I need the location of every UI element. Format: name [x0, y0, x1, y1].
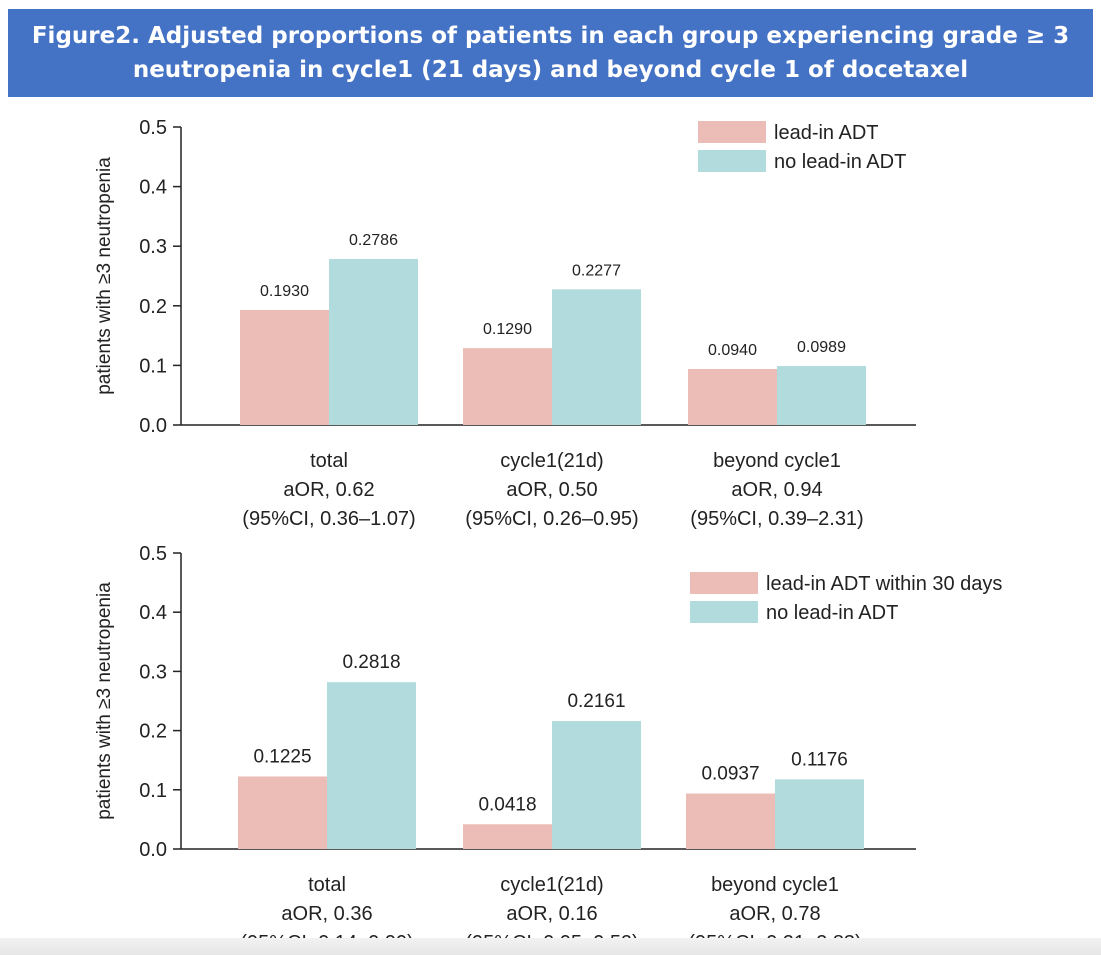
top-x-category-label: cycle1(21d) — [500, 450, 603, 472]
top-bar — [329, 258, 418, 425]
bottom-x-category-label: total — [308, 874, 346, 896]
bottom-y-tick-label: 0.5 — [139, 543, 167, 565]
bottom-edge-shade — [0, 938, 1101, 955]
bottom-legend-swatch — [690, 572, 758, 594]
bottom-x-category-label: (95%CI, 0.05–0.52) — [465, 932, 638, 938]
bottom-y-tick-label: 0.1 — [139, 780, 167, 802]
bottom-bar-value-label: 0.0418 — [478, 794, 536, 815]
top-x-category-label: aOR, 0.94 — [731, 479, 822, 501]
top-bar — [688, 368, 777, 425]
bottom-bar-value-label: 0.1225 — [253, 746, 311, 767]
chart-bottom: patients with ≥3 neutropenia 0.0 0.1 0.2 0.3… — [94, 543, 1002, 938]
bottom-x-category-label: cycle1(21d) — [500, 874, 603, 896]
top-y-tick-label: 0.3 — [139, 236, 167, 258]
bottom-bar — [552, 721, 641, 849]
bottom-x-category-label: aOR, 0.36 — [281, 903, 372, 925]
top-x-category-label: (95%CI, 0.36–1.07) — [242, 508, 415, 530]
bottom-x-category-label: aOR, 0.16 — [506, 903, 597, 925]
figure-title-line-1: Figure2. Adjusted proportions of patient… — [31, 23, 1070, 49]
top-x-category-label: beyond cycle1 — [713, 450, 841, 472]
top-bar — [463, 348, 552, 425]
bottom-bar-value-label: 0.2161 — [567, 691, 625, 712]
top-legend-label: lead-in ADT — [774, 122, 879, 144]
bottom-bar — [686, 793, 775, 849]
top-bar-value-label: 0.1930 — [260, 283, 309, 300]
bottom-bar — [463, 824, 552, 849]
bottom-legend-label: no lead-in ADT — [766, 602, 898, 624]
bottom-bar-value-label: 0.0937 — [701, 764, 759, 785]
bottom-x-category-label: (95%CI, 0.14–0.90) — [240, 932, 413, 938]
top-bar — [552, 289, 641, 425]
bottom-bar-value-label: 0.1176 — [791, 749, 848, 770]
top-bar — [777, 366, 866, 425]
top-y-tick-label: 0.5 — [139, 117, 167, 139]
bottom-legend-swatch — [690, 601, 758, 623]
top-x-category-label: (95%CI, 0.26–0.95) — [465, 508, 638, 530]
top-y-axis-label: patients with ≥3 neutropenia — [94, 157, 115, 395]
top-bar-value-label: 0.0940 — [708, 342, 757, 359]
bottom-y-tick-label: 0.3 — [139, 661, 167, 683]
top-x-category-label: (95%CI, 0.39–2.31) — [690, 508, 863, 530]
top-bar — [240, 309, 329, 425]
top-y-tick-label: 0.1 — [139, 355, 167, 377]
top-y-tick-label: 0.2 — [139, 296, 167, 318]
bottom-bar — [327, 682, 416, 849]
bottom-y-tick-label: 0.4 — [139, 602, 167, 624]
top-x-category-label: aOR, 0.62 — [283, 479, 374, 501]
bottom-y-tick-label: 0.2 — [139, 721, 167, 743]
top-legend-swatch — [698, 121, 766, 143]
bottom-bar — [238, 776, 327, 849]
top-y-tick-label: 0.4 — [139, 177, 167, 199]
figure-title-banner: Figure2. Adjusted proportions of patient… — [8, 9, 1093, 97]
bottom-x-category-label: (95%CI, 0.21–2.83) — [688, 932, 861, 938]
top-y-tick-label: 0.0 — [139, 415, 167, 437]
bottom-y-axis-label: patients with ≥3 neutropenia — [94, 582, 115, 820]
top-legend-swatch — [698, 150, 766, 172]
bottom-x-category-label: beyond cycle1 — [711, 874, 839, 896]
chart-top: patients with ≥3 neutropenia 0.0 0.1 0.2 0.3… — [94, 117, 916, 530]
bottom-y-tick-label: 0.0 — [139, 839, 167, 861]
top-legend-label: no lead-in ADT — [774, 151, 906, 173]
top-bar-value-label: 0.1290 — [483, 321, 532, 338]
bottom-bar — [775, 779, 864, 849]
bottom-bar-value-label: 0.2818 — [342, 652, 400, 673]
figure-title-line-2: neutropenia in cycle1 (21 days) and beyo… — [132, 57, 969, 83]
bottom-x-category-label: aOR, 0.78 — [729, 903, 820, 925]
top-bar-value-label: 0.2786 — [349, 232, 398, 249]
top-x-category-label: total — [310, 450, 348, 472]
top-bar-value-label: 0.0989 — [797, 339, 846, 356]
top-x-category-label: aOR, 0.50 — [506, 479, 597, 501]
top-bar-value-label: 0.2277 — [572, 262, 621, 279]
bottom-legend-label: lead-in ADT within 30 days — [766, 573, 1002, 595]
